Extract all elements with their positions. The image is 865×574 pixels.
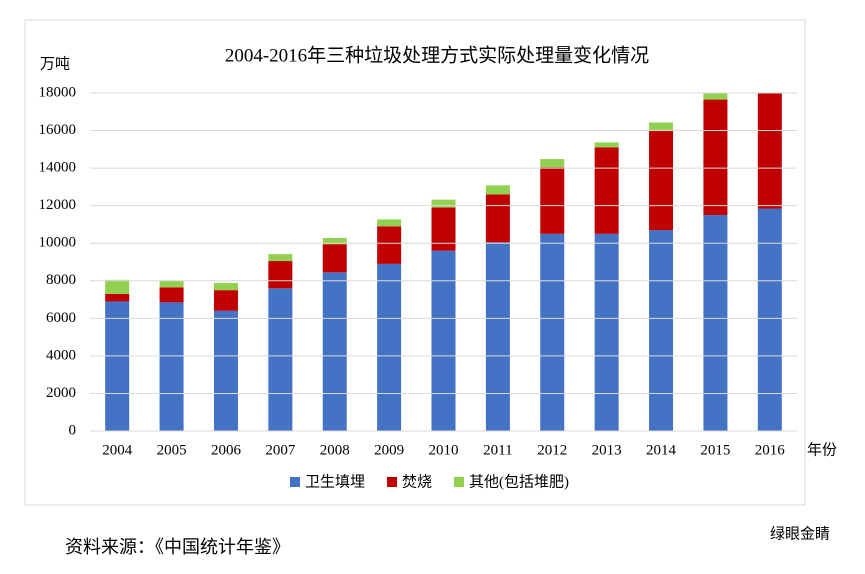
y-tick-label: 10000 [39,235,77,251]
x-axis-label: 年份 [807,441,837,458]
legend-label: 其他(包括堆肥) [469,473,569,490]
bar-segment [268,261,293,289]
bar-segment [485,185,510,195]
bar-segment [703,99,728,216]
y-tick-label: 4000 [46,347,76,363]
bar-segment [268,254,293,262]
bar-segment [703,215,728,431]
bar-segment [757,208,782,431]
bar-segment [213,290,238,311]
x-tick-label: 2006 [211,442,242,458]
bar-segment [431,199,456,208]
bar-segment [485,194,510,243]
y-tick-label: 16000 [39,122,77,138]
y-tick-label: 18000 [39,84,77,100]
bar-segment [322,244,347,273]
x-tick-label: 2014 [646,442,677,458]
source: 资料来源：《中国统计年鉴》 [65,537,290,557]
bar-segment [649,122,674,131]
x-tick-label: 2010 [429,442,459,458]
bar-segment [159,302,184,431]
bar-segment [431,207,456,251]
x-tick-label: 2012 [537,442,567,458]
bar-segment [377,263,402,431]
x-tick-label: 2005 [157,442,187,458]
y-tick-label: 2000 [46,385,76,401]
bar-segment [540,159,565,168]
bar-segment [105,301,130,431]
x-tick-label: 2011 [483,442,512,458]
bar-segment [213,310,238,431]
bar-segment [594,147,619,234]
bar-segment [377,219,402,227]
x-tick-label: 2009 [374,442,404,458]
plot-area [105,93,782,431]
y-tick-label: 14000 [39,160,77,176]
x-tick-label: 2015 [700,442,730,458]
legend-label: 卫生填埋 [305,473,365,490]
bar-segment [159,287,184,303]
legend-swatch [290,477,300,487]
chart-frame [24,19,806,506]
bar-segment [213,283,238,291]
chart-title: 2004-2016年三种垃圾处理方式实际处理量变化情况 [225,44,649,66]
bar-segment [540,233,565,431]
x-tick-label: 2007 [265,442,296,458]
legend-swatch [454,477,465,487]
bar-segment [594,233,619,431]
y-tick-label: 8000 [46,272,76,288]
bar-segment [757,93,782,209]
x-tick-label: 2004 [102,442,133,458]
bar-segment [105,293,130,302]
bar-segment [377,226,402,264]
bar-segment [322,237,347,245]
legend-label: 焚烧 [402,473,432,490]
x-tick-label: 2016 [755,442,786,458]
bar-segment [540,167,565,234]
x-tick-label: 2013 [592,442,622,458]
bar-segment [268,288,293,431]
bar-segment [649,230,674,431]
y-tick-label: 0 [69,422,77,438]
y-tick-label: 12000 [39,197,77,213]
bar-segment [431,250,456,431]
bar-segment [105,279,130,294]
bar-segment [485,242,510,431]
bar-segment [703,93,728,100]
y-axis-label: 万吨 [40,55,70,72]
bar-segment [159,280,184,288]
watermark: 绿眼金睛 [770,525,830,542]
bar-segment [594,142,619,148]
y-tick-label: 6000 [46,310,76,326]
bar-segment [322,272,347,431]
legend-swatch [387,477,398,487]
x-tick-label: 2008 [320,442,350,458]
bar-segment [649,130,674,231]
